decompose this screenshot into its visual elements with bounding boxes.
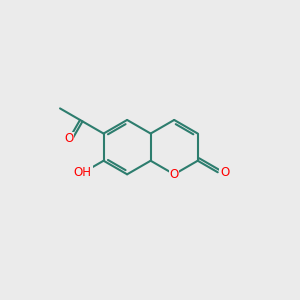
Text: O: O — [220, 166, 229, 179]
Text: O: O — [64, 132, 74, 145]
Text: OH: OH — [74, 167, 92, 179]
Text: O: O — [169, 168, 179, 181]
